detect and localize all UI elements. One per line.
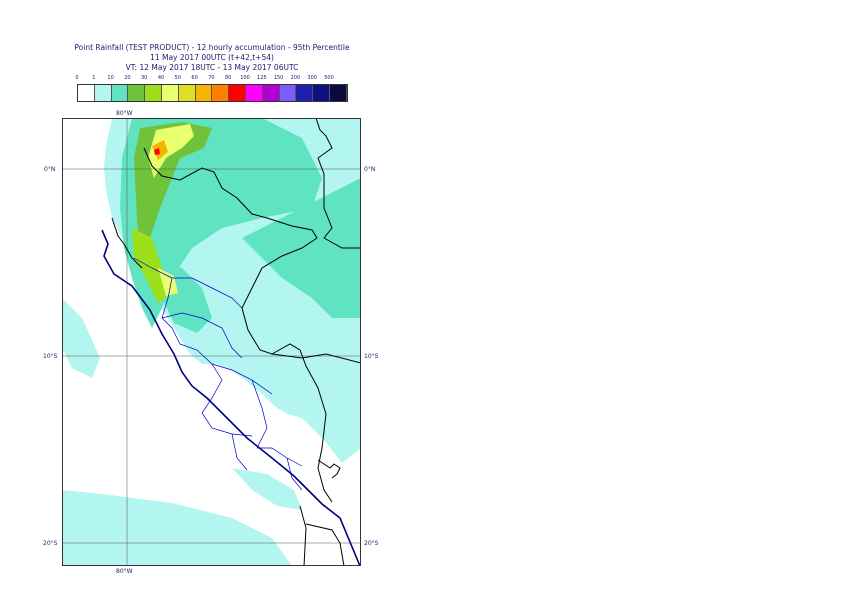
lat-label-0-right: 0°N <box>364 166 376 173</box>
legend-swatch <box>229 85 246 101</box>
legend-label: 1 <box>92 75 96 81</box>
legend-swatch <box>178 85 196 101</box>
legend-swatch <box>245 85 263 101</box>
legend-swatch <box>161 85 179 101</box>
legend-label: 30 <box>141 75 148 81</box>
lat-label-0: 0°N <box>44 166 56 173</box>
regional-boundaries <box>133 257 303 491</box>
map-frame <box>62 118 361 566</box>
rain-area-yellow-2 <box>158 268 178 296</box>
base-time: 11 May 2017 00UTC (t+42,t+54) <box>150 53 274 62</box>
legend-swatch <box>262 85 280 101</box>
lat-label-20s: 20°S <box>43 540 58 547</box>
legend-swatch <box>212 85 230 101</box>
legend-label: 500 <box>324 75 334 81</box>
legend-label: 40 <box>157 75 165 81</box>
legend-label: 100 <box>240 75 250 81</box>
legend-labels: 0 1 10 20 30 40 50 60 70 80 100 125 150 200 300 500 <box>0 75 842 85</box>
legend-label: 0 <box>75 75 79 81</box>
coastline <box>101 229 361 566</box>
rainfall-map <box>62 118 361 566</box>
legend-swatch <box>111 85 129 101</box>
rain-area-green-2 <box>132 228 166 303</box>
legend-swatch <box>296 85 314 101</box>
legend-label: 125 <box>257 75 267 81</box>
legend-label: 50 <box>174 75 181 81</box>
lat-label-20s-right: 20°S <box>364 540 379 547</box>
lat-label-10s: 10°S <box>43 353 58 360</box>
legend-label: 80 <box>225 75 232 81</box>
rain-area-light-w <box>62 298 100 378</box>
map-title: Point Rainfall (TEST PRODUCT) - 12 hourl… <box>74 43 350 52</box>
legend-label: 20 <box>124 75 131 81</box>
lat-label-10s-right: 10°S <box>364 353 379 360</box>
legend-swatch <box>128 85 146 101</box>
lon-label-top: 80°W <box>116 110 133 117</box>
legend-label: 300 <box>307 75 317 81</box>
rain-area-yellow-1 <box>148 124 194 178</box>
legend-swatch <box>313 85 330 101</box>
rain-area-light-mid <box>232 468 302 510</box>
valid-time: VT: 12 May 2017 18UTC - 13 May 2017 06UT… <box>125 63 299 72</box>
legend-swatch <box>78 85 95 101</box>
legend-label: 10 <box>107 75 114 81</box>
legend-swatch <box>94 85 112 101</box>
lon-label-bottom: 80°W <box>116 568 133 575</box>
legend-swatch <box>145 85 162 101</box>
legend-label: 70 <box>208 75 215 81</box>
rain-area-light-sw <box>62 490 292 566</box>
legend-swatch <box>279 85 297 101</box>
legend-label: 60 <box>191 75 198 81</box>
legend-swatch <box>195 85 213 101</box>
legend-label: 150 <box>273 75 284 81</box>
rain-area-red <box>154 148 160 155</box>
rain-area-orange <box>152 140 168 160</box>
national-borders <box>111 118 361 566</box>
color-legend <box>77 84 348 102</box>
legend-label: 200 <box>290 75 301 81</box>
legend-swatch <box>329 85 347 101</box>
